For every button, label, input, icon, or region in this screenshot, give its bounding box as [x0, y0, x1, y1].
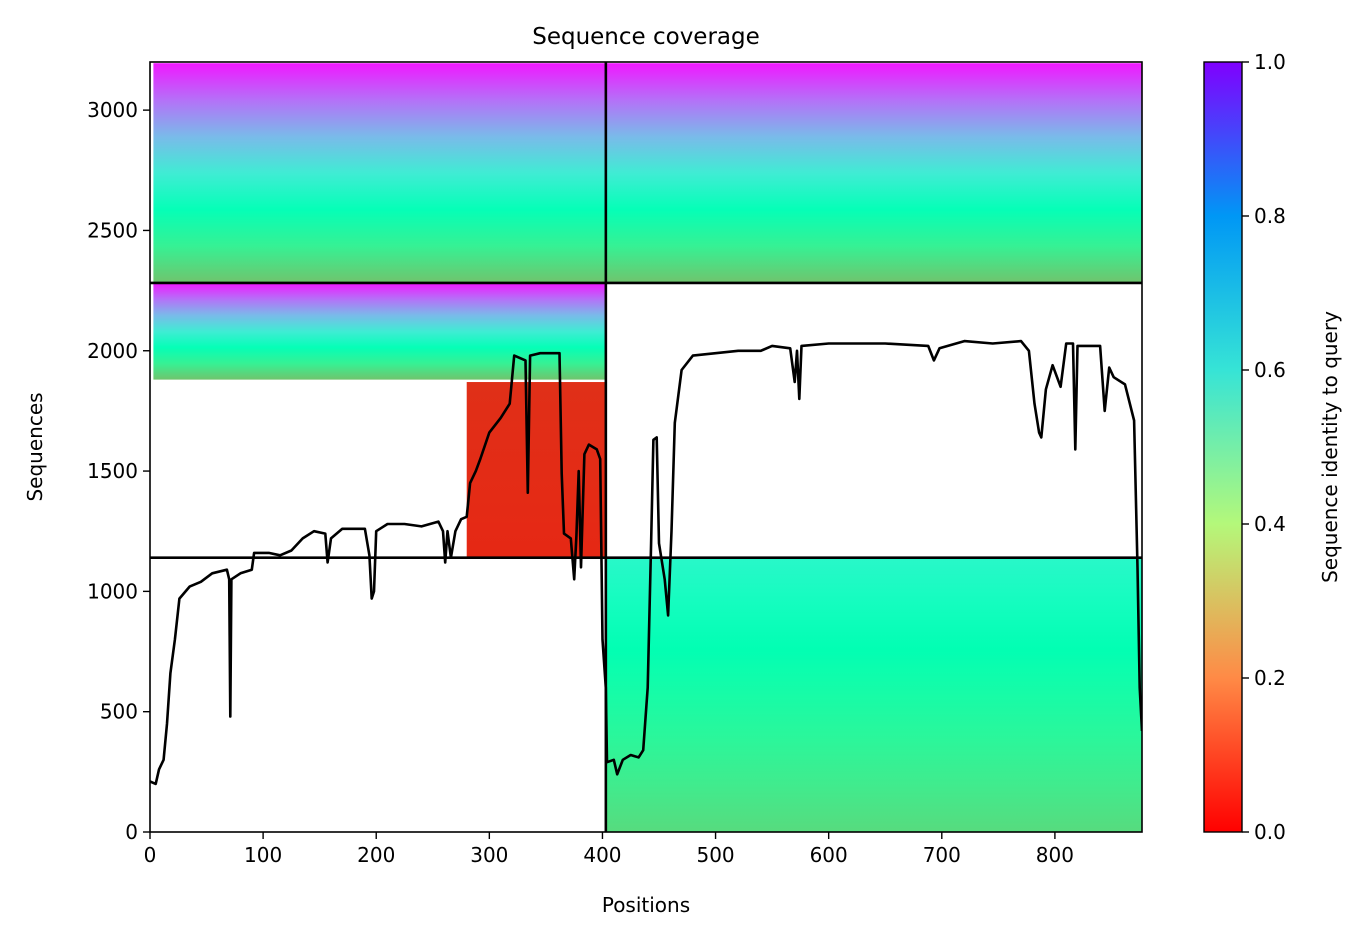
coverage-line-path	[150, 339, 1142, 786]
coverage-block	[605, 557, 1142, 832]
coverage-block	[153, 282, 606, 380]
x-tick-label: 700	[923, 843, 961, 867]
x-tick-label: 200	[357, 843, 395, 867]
x-tick-label: 600	[810, 843, 848, 867]
y-tick-label: 1500	[87, 459, 138, 483]
colorbar-tick-label: 1.0	[1254, 50, 1286, 74]
coverage-heatmap	[153, 63, 1142, 832]
coverage-line	[150, 339, 1142, 786]
x-tick-label: 300	[470, 843, 508, 867]
x-tick-label: 400	[583, 843, 621, 867]
y-tick-label: 3000	[87, 98, 138, 122]
plot-frame	[149, 61, 1143, 833]
colorbar-axis: 0.0 0.2 0.4 0.6 0.8 1.0	[1242, 50, 1286, 844]
y-axis: 0 500 1000 1500 2000 2500 3000	[87, 98, 150, 844]
x-tick-label: 0	[144, 843, 157, 867]
x-axis-label: Positions	[602, 893, 690, 917]
colorbar-tick-label: 0.8	[1254, 204, 1286, 228]
x-tick-label: 100	[244, 843, 282, 867]
y-tick-label: 1000	[87, 579, 138, 603]
colorbar	[1203, 61, 1243, 833]
y-axis-label: Sequences	[23, 392, 47, 501]
x-tick-label: 500	[696, 843, 734, 867]
coverage-block	[605, 63, 1142, 283]
x-tick-label: 800	[1036, 843, 1074, 867]
colorbar-tick-label: 0.0	[1254, 820, 1286, 844]
y-tick-label: 0	[125, 820, 138, 844]
y-tick-label: 2000	[87, 339, 138, 363]
coverage-block	[153, 63, 606, 283]
colorbar-tick-label: 0.4	[1254, 512, 1286, 536]
y-tick-label: 500	[100, 700, 138, 724]
chart-title: Sequence coverage	[532, 24, 760, 50]
colorbar-label: Sequence identity to query	[1318, 311, 1342, 583]
colorbar-tick-label: 0.2	[1254, 666, 1286, 690]
x-axis: 0 100 200 300 400 500 600 700 800	[144, 832, 1074, 867]
y-tick-label: 2500	[87, 218, 138, 242]
colorbar-tick-label: 0.6	[1254, 358, 1286, 382]
